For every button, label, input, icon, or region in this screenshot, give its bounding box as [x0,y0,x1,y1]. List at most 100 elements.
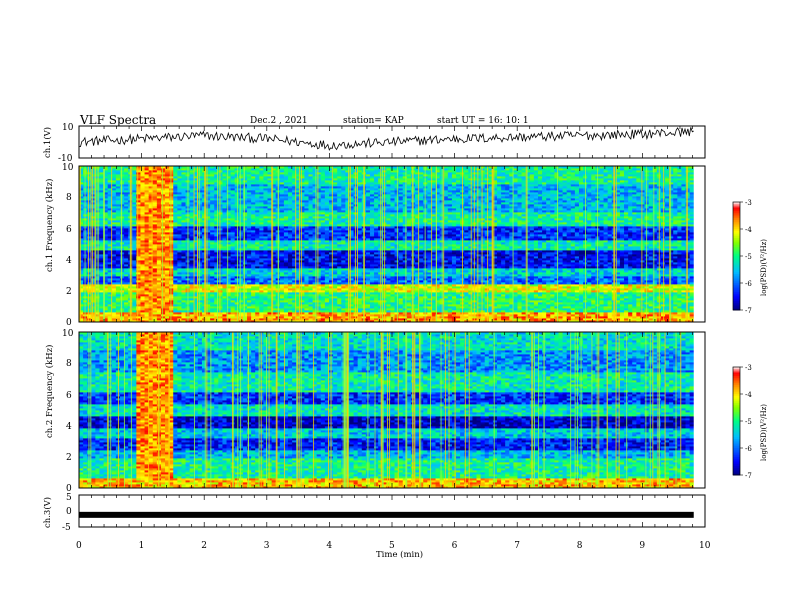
spectrogram-cell [292,276,297,279]
spectrogram-cell [300,246,305,249]
spectrogram-cell [255,272,260,275]
spectrogram-cell [210,228,215,231]
spectrogram-cell [214,194,219,197]
spectrogram-cell [144,288,150,291]
spectrogram-cell [193,244,199,247]
spectrogram-cell [263,268,268,271]
spectrogram-cell [132,296,137,299]
spectrogram-cell [206,220,211,223]
spectrogram-cell [251,236,256,239]
spectrogram-cell [263,206,268,209]
spectrogram-cell [288,288,293,291]
spectrogram-cell [169,178,174,181]
spectrogram-cell [242,232,248,235]
spectrogram-cell [283,194,289,197]
spectrogram-cell [242,166,248,169]
spectrogram-cell [201,274,207,277]
spectrogram-cell [99,234,104,237]
spectrogram-cell [197,182,203,185]
spectrogram-cell [288,174,293,177]
spectrogram-cell [230,294,236,297]
spectrogram-cell [107,276,113,279]
spectrogram-cell [267,282,273,285]
spectrogram-cell [87,220,92,223]
spectrogram-cell [91,222,96,225]
spectrogram-cell [148,224,154,227]
spectrogram-cell [181,304,186,307]
spectrogram-cell [242,200,248,203]
spectrogram-cell [197,214,203,217]
spectrogram-cell [255,240,260,243]
spectrogram-cell [292,224,297,227]
spectrogram-cell [283,312,289,315]
spectrogram-cell [304,228,309,231]
spectrogram-cell [292,236,297,239]
spectrogram-cell [218,304,223,307]
spectrogram-cell [308,312,313,315]
spectrogram-cell [140,260,145,263]
spectrogram-cell [304,246,309,249]
spectrogram-cell [193,266,199,269]
spectrogram-cell [255,248,260,251]
spectrogram-cell [255,238,260,241]
spectrogram-cell [115,186,121,189]
spectrogram-cell [279,270,285,273]
spectrogram-cell [169,296,174,299]
spectrogram-cell [136,274,141,277]
spectrogram-cell [152,284,158,287]
spectrogram-cell [79,214,84,217]
spectrogram-cell [99,180,104,183]
spectrogram-cell [173,250,178,253]
spectrogram-cell [251,230,256,233]
spectrogram-cell [156,252,162,255]
spectrogram-cell [91,208,96,211]
spectrogram-cell [206,320,211,323]
spectrogram-cell [267,292,273,295]
spectrogram-cell [283,318,289,321]
spectrogram-cell [181,236,186,239]
spectrogram-cell [242,238,248,241]
spectrogram-cell [304,206,309,209]
spectrogram-cell [222,280,227,283]
spectrogram-cell [79,230,84,233]
spectrogram-cell [230,262,236,265]
spectrogram-cell [226,304,232,307]
spectrogram-cell [132,240,137,243]
spectrogram-cell [271,166,277,169]
spectrogram-cell [238,234,244,237]
spectrogram-cell [87,262,92,265]
spectrogram-cell [197,282,203,285]
spectrogram-cell [230,248,236,251]
spectrogram-cell [124,314,129,317]
spectrogram-cell [304,274,309,277]
spectrogram-cell [107,230,113,233]
spectrogram-cell [271,212,277,215]
spectrogram-cell [173,170,178,173]
spectrogram-cell [79,208,84,211]
spectrogram-cell [160,254,166,257]
spectrogram-cell [160,180,166,183]
spectrogram-cell [218,294,223,297]
spectrogram-cell [119,228,125,231]
spectrogram-cell [255,202,260,205]
spectrogram-cell [279,224,285,227]
spectrogram-cell [181,196,186,199]
spectrogram-cell [103,260,109,263]
spectrogram-cell [300,260,305,263]
spectrogram-cell [304,194,309,197]
spectrogram-cell [222,250,227,253]
spectrogram-cell [173,214,178,217]
spectrogram-cell [226,284,232,287]
spectrogram-cell [222,182,227,185]
spectrogram-cell [87,254,92,257]
spectrogram-cell [181,306,186,309]
spectrogram-cell [181,280,186,283]
spectrogram-cell [144,306,150,309]
spectrogram-cell [263,302,268,305]
spectrogram-cell [177,208,182,211]
spectrogram-cell [99,306,104,309]
spectrogram-cell [226,288,232,291]
spectrogram-cell [300,178,305,181]
spectrogram-cell [140,204,145,207]
spectrogram-cell [271,266,277,269]
